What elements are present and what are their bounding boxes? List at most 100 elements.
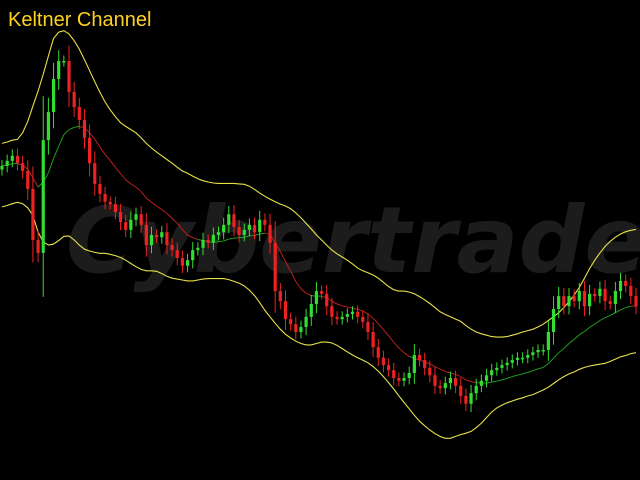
candle xyxy=(129,211,133,239)
candle-body xyxy=(526,355,530,358)
candle xyxy=(428,360,432,383)
candle xyxy=(36,230,40,262)
candle-layer xyxy=(0,45,638,413)
candle xyxy=(155,229,159,243)
keltner-middle-segment xyxy=(620,307,626,311)
keltner-middle-segment xyxy=(109,160,116,168)
keltner-middle-segment xyxy=(347,306,353,309)
candle-body xyxy=(57,61,61,79)
candle-body xyxy=(505,362,509,366)
candle xyxy=(196,242,200,256)
candle-body xyxy=(531,352,535,355)
keltner-middle-segment xyxy=(290,271,297,282)
keltner-middle-segment xyxy=(537,366,544,370)
candle xyxy=(608,295,612,310)
keltner-middle-segment xyxy=(32,177,39,188)
candle-body xyxy=(93,163,97,184)
candle xyxy=(185,253,190,273)
candle xyxy=(62,55,66,67)
candle xyxy=(175,242,179,266)
keltner-middle-segment xyxy=(187,234,193,239)
candle-body xyxy=(484,375,489,381)
keltner-middle-segment xyxy=(130,183,137,188)
keltner-middle-segment xyxy=(228,237,235,240)
candle-body xyxy=(361,316,365,322)
candle-body xyxy=(124,222,128,230)
candle xyxy=(180,250,185,274)
candle xyxy=(325,284,329,316)
candle xyxy=(82,109,87,149)
keltner-middle-segment xyxy=(465,379,472,383)
candle xyxy=(521,352,525,364)
candle-body xyxy=(490,370,494,376)
candle-body xyxy=(227,214,231,225)
candle xyxy=(572,289,576,308)
keltner-middle-segment xyxy=(223,238,229,242)
keltner-middle-segment xyxy=(372,317,379,325)
candle-body xyxy=(149,234,154,246)
candle-body xyxy=(474,385,478,394)
candle-body xyxy=(330,306,334,317)
candle xyxy=(41,96,45,297)
keltner-middle-segment xyxy=(27,168,34,179)
keltner-middle-segment xyxy=(573,334,580,340)
candle xyxy=(448,371,453,390)
candle-body xyxy=(118,211,123,223)
candle-body xyxy=(448,378,453,384)
candle xyxy=(551,296,556,345)
candle xyxy=(77,97,81,130)
keltner-middle-segment xyxy=(47,158,54,173)
candle xyxy=(0,160,4,176)
candle-body xyxy=(546,332,550,350)
keltner-middle-segment xyxy=(285,261,292,272)
candle-body xyxy=(392,370,396,378)
keltner-middle-segment xyxy=(403,352,410,357)
candle xyxy=(273,221,277,313)
keltner-middle-segment xyxy=(161,209,168,214)
candle-body xyxy=(283,301,288,320)
candle xyxy=(392,362,396,386)
candle-body xyxy=(10,155,14,161)
keltner-middle-segment xyxy=(125,179,132,185)
candle xyxy=(613,281,617,314)
candle-body xyxy=(21,163,25,171)
candle-body xyxy=(613,291,617,304)
keltner-middle-segment xyxy=(527,370,534,373)
keltner-middle-segment xyxy=(439,368,446,372)
candle-body xyxy=(598,288,602,297)
keltner-middle-segment xyxy=(553,352,560,359)
candle xyxy=(227,205,231,234)
keltner-middle-segment xyxy=(192,237,199,240)
keltner-middle-segment xyxy=(460,376,467,381)
candle-body xyxy=(155,234,159,238)
candle xyxy=(562,287,566,315)
candle xyxy=(268,213,272,254)
keltner-middle-segment xyxy=(94,139,101,148)
candle-body xyxy=(299,326,303,332)
keltner-upper-band xyxy=(1,30,637,338)
candle-body xyxy=(268,224,272,243)
candle-body xyxy=(26,171,30,189)
candle xyxy=(319,285,324,300)
candle-body xyxy=(521,357,525,360)
candle xyxy=(598,281,602,304)
candle-body xyxy=(423,360,427,368)
candle-body xyxy=(386,365,391,371)
keltner-middle-segment xyxy=(171,218,178,224)
keltner-middle-segment xyxy=(115,167,121,175)
keltner-middle-segment xyxy=(244,235,250,238)
keltner-middle-segment xyxy=(305,292,312,297)
keltner-middle-segment xyxy=(450,372,456,375)
candle-body xyxy=(582,291,587,307)
candle-body xyxy=(407,372,411,378)
keltner-middle-segment xyxy=(377,323,384,330)
candle xyxy=(113,196,117,220)
candle-body xyxy=(170,245,174,251)
candle-body xyxy=(402,378,406,381)
candle xyxy=(31,166,35,263)
keltner-middle-segment xyxy=(295,281,302,290)
candle xyxy=(484,368,489,388)
keltner-middle-segment xyxy=(383,329,389,336)
candle xyxy=(412,344,416,384)
candle-body xyxy=(98,183,102,194)
